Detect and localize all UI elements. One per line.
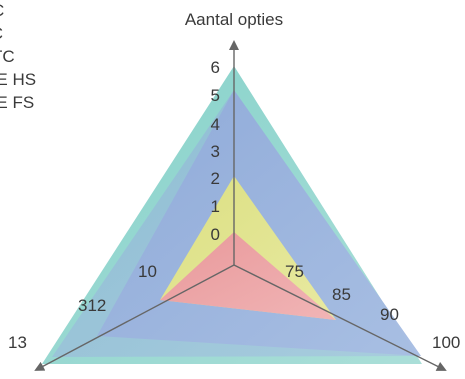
axis-max-left: 13 (8, 333, 27, 352)
axis-title-top: Aantal opties (185, 10, 283, 29)
tick-label-right-85: 85 (332, 285, 351, 304)
legend-item-te-hs: TE HS (0, 70, 36, 89)
axes-layer (34, 40, 447, 371)
tick-label-top-2: 2 (211, 169, 220, 188)
axis-line-1 (233, 264, 447, 371)
tick-label-top-4: 4 (211, 115, 220, 134)
tick-label-left-312: 312 (78, 296, 106, 315)
axis-line-2 (34, 264, 235, 371)
labels-layer: Aantal opties 0 1 2 3 4 5 6 75 85 90 100 10 312 13 (8, 10, 460, 352)
tick-label-left-10: 10 (138, 262, 157, 281)
tick-label-right-90: 90 (380, 305, 399, 324)
tick-label-top-5: 5 (211, 86, 220, 105)
tick-label-top-0: 0 (211, 225, 220, 244)
legend-item-tc: TC (0, 47, 15, 66)
tick-label-top-1: 1 (211, 197, 220, 216)
legend: C IC TC TE HS TE FS (0, 1, 36, 112)
axis-max-right: 100 (432, 333, 460, 352)
series-layer (42, 66, 422, 364)
tick-label-top-3: 3 (211, 142, 220, 161)
legend-item-te-fs: TE FS (0, 93, 34, 112)
tick-label-right-75: 75 (285, 262, 304, 281)
legend-item-ic: IC (0, 24, 3, 43)
tick-label-top-6: 6 (211, 58, 220, 77)
series-area-c (160, 232, 336, 320)
legend-item-c: C (0, 1, 4, 20)
